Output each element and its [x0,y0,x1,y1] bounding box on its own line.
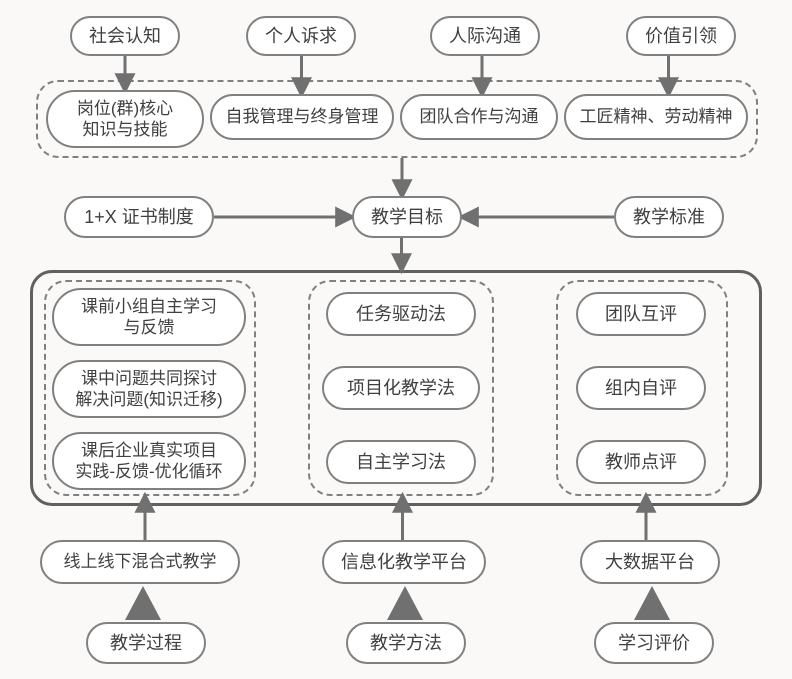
node-info-platform: 信息化教学平台 [322,540,486,584]
node-team-review: 团队互评 [576,292,706,336]
label: 组内自评 [605,377,677,400]
node-teaching-method: 教学方法 [346,622,466,664]
label: 团队互评 [605,303,677,326]
node-self-management: 自我管理与终身管理 [210,94,394,140]
node-teaching-goal: 教学目标 [352,196,462,238]
label: 人际沟通 [449,25,521,48]
node-social-cognition: 社会认知 [70,16,180,56]
label: 教学过程 [110,632,182,655]
label: 自主学习法 [356,451,446,474]
node-preclass: 课前小组自主学习与反馈 [52,288,246,346]
node-inclass: 课中问题共同探讨解决问题(知识迁移) [52,360,246,418]
label: 个人诉求 [265,25,337,48]
node-value-guidance: 价值引领 [626,16,736,56]
label: 岗位(群)核心知识与技能 [77,98,173,141]
node-teamwork: 团队合作与沟通 [400,94,558,140]
node-personal-appeal: 个人诉求 [246,16,356,56]
node-core-skills: 岗位(群)核心知识与技能 [46,90,204,148]
node-postclass: 课后企业真实项目实践-反馈-优化循环 [52,432,246,490]
node-group-selfeval: 组内自评 [576,366,706,410]
node-blended-teaching: 线上线下混合式教学 [40,540,240,584]
label: 社会认知 [89,25,161,48]
node-project-based: 项目化教学法 [322,366,480,410]
node-self-learning: 自主学习法 [326,440,476,484]
node-craftsman-spirit: 工匠精神、劳动精神 [564,94,748,140]
node-interpersonal: 人际沟通 [430,16,540,56]
node-task-driven: 任务驱动法 [326,292,476,336]
node-bigdata-platform: 大数据平台 [580,540,720,584]
label: 信息化教学平台 [341,551,467,574]
label: 教学标准 [633,206,705,229]
label: 项目化教学法 [347,377,455,400]
label: 教学方法 [370,632,442,655]
node-teacher-review: 教师点评 [576,440,706,484]
label: 教学目标 [371,206,443,229]
label: 团队合作与沟通 [420,106,539,127]
label: 自我管理与终身管理 [226,106,379,127]
node-teaching-process: 教学过程 [86,622,206,664]
label: 1+X 证书制度 [84,206,194,229]
node-teaching-std: 教学标准 [614,196,724,238]
label: 教师点评 [605,451,677,474]
label: 学习评价 [618,632,690,655]
label: 工匠精神、劳动精神 [580,106,733,127]
label: 线上线下混合式教学 [64,551,217,572]
label: 价值引领 [645,25,717,48]
label: 大数据平台 [605,551,695,574]
label: 课后企业真实项目实践-反馈-优化循环 [75,440,222,483]
label: 课前小组自主学习与反馈 [81,296,217,339]
label: 任务驱动法 [356,303,446,326]
node-1x-cert: 1+X 证书制度 [64,196,214,238]
node-learning-eval: 学习评价 [594,622,714,664]
label: 课中问题共同探讨解决问题(知识迁移) [75,368,222,411]
